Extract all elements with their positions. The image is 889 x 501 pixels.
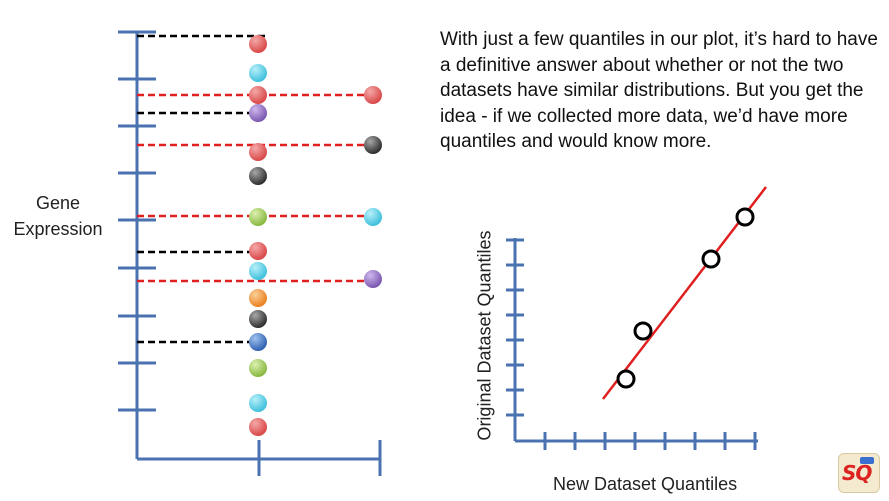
gene-label-line-1: Gene xyxy=(35,193,81,213)
qq-point-2 xyxy=(633,321,653,341)
new-dot-1-red xyxy=(364,86,382,104)
qq-y-axis-label: Original Dataset Quantiles xyxy=(474,230,495,441)
original-dot-12-blue xyxy=(249,333,267,351)
original-dot-5-red xyxy=(249,143,267,161)
original-dot-1-red xyxy=(249,35,267,53)
qq-point-3 xyxy=(701,249,721,269)
original-dot-6-gray xyxy=(249,167,267,185)
original-dot-9-cyan xyxy=(249,262,267,280)
qq-plot xyxy=(506,186,767,450)
gene-expression-label: Gene Expression xyxy=(4,190,112,242)
quantile-diagram xyxy=(118,30,382,476)
original-dot-11-gray xyxy=(249,310,267,328)
original-dot-10-orange xyxy=(249,289,267,307)
gene-label-line-2: Expression xyxy=(13,219,103,239)
original-dot-2-cyan xyxy=(249,64,267,82)
original-dot-7-green xyxy=(249,208,267,226)
qq-x-axis-label: New Dataset Quantiles xyxy=(553,474,738,494)
original-dot-15-red xyxy=(249,418,267,436)
new-dot-3-cyan xyxy=(364,208,382,226)
qq-point-1 xyxy=(616,369,636,389)
logo-badge xyxy=(860,457,874,464)
original-dot-3-red xyxy=(249,86,267,104)
original-dot-4-purple xyxy=(249,104,267,122)
original-dot-14-cyan xyxy=(249,394,267,412)
new-dot-2-gray xyxy=(364,136,382,154)
explanation-text: With just a few quantiles in our plot, i… xyxy=(440,29,878,152)
original-dot-13-green xyxy=(249,359,267,377)
logo-mark: SQ xyxy=(842,461,872,485)
original-dot-8-red xyxy=(249,242,267,260)
new-dot-4-purple xyxy=(364,270,382,288)
statquest-logo-icon: SQ xyxy=(838,453,880,493)
qq-point-4 xyxy=(735,207,755,227)
